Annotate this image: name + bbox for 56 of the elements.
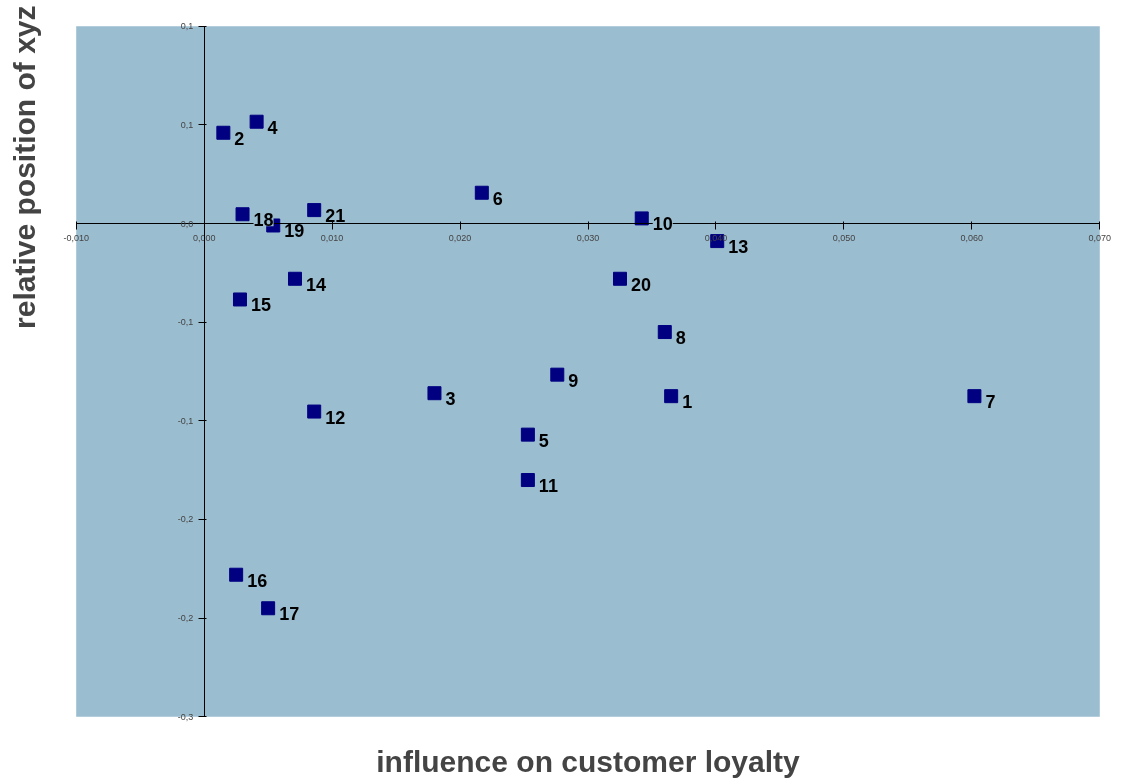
annotation: 19 bbox=[284, 221, 305, 242]
annotation: 21 bbox=[325, 206, 346, 227]
y-tick-label: -0,2 bbox=[177, 514, 194, 525]
point bbox=[520, 473, 535, 488]
annotation: 15 bbox=[250, 295, 272, 316]
annotation: 7 bbox=[985, 392, 996, 413]
x-tick-label: -0,010 bbox=[63, 232, 89, 243]
point bbox=[216, 125, 231, 140]
annotation: 3 bbox=[445, 389, 456, 410]
point bbox=[550, 367, 565, 382]
point bbox=[261, 601, 276, 616]
point bbox=[520, 427, 535, 442]
x-tick-label: 0,070 bbox=[1088, 232, 1112, 243]
y-tick-label: 0,1 bbox=[180, 21, 194, 32]
point bbox=[634, 211, 649, 226]
annotation: 20 bbox=[630, 274, 652, 295]
annotation: 9 bbox=[568, 370, 579, 391]
y-tick-label: 0,1 bbox=[180, 119, 194, 130]
x-tick-label: 0,010 bbox=[320, 232, 344, 243]
annotation: 10 bbox=[652, 214, 673, 235]
point bbox=[235, 207, 250, 222]
annotation: 5 bbox=[538, 430, 549, 451]
point bbox=[474, 185, 489, 200]
point bbox=[612, 271, 627, 286]
annotation: 14 bbox=[306, 274, 327, 295]
annotation: 13 bbox=[728, 237, 749, 258]
annotation: 18 bbox=[253, 210, 274, 231]
y-axis-title: relative position of xyz bbox=[7, 5, 41, 329]
y-tick-label: -0,2 bbox=[177, 613, 194, 624]
annotation: 6 bbox=[492, 188, 503, 209]
point bbox=[307, 404, 322, 419]
annotation: 17 bbox=[279, 604, 300, 625]
point bbox=[657, 325, 672, 340]
point bbox=[427, 386, 442, 401]
annotation: 1 bbox=[682, 392, 693, 413]
x-tick-label: 0,050 bbox=[832, 232, 856, 243]
point bbox=[664, 389, 679, 404]
x-axis-title: influence on customer loyalty bbox=[376, 744, 801, 778]
point bbox=[307, 203, 322, 218]
x-tick-label: 0,020 bbox=[448, 232, 472, 243]
x-tick-label: 0,030 bbox=[576, 232, 600, 243]
point bbox=[232, 292, 247, 307]
point bbox=[288, 271, 302, 286]
point bbox=[967, 389, 982, 404]
x-tick-label: 0,060 bbox=[960, 232, 984, 243]
y-tick-label: -0,1 bbox=[177, 317, 194, 328]
annotation: 12 bbox=[325, 407, 346, 428]
point bbox=[249, 114, 264, 129]
y-tick-label: -0,3 bbox=[177, 711, 194, 722]
point bbox=[229, 567, 244, 582]
annotation: 11 bbox=[538, 476, 558, 497]
annotation: 4 bbox=[267, 117, 278, 138]
annotation: 2 bbox=[234, 128, 245, 149]
y-tick-label: -0,1 bbox=[177, 415, 194, 426]
annotation: 8 bbox=[675, 328, 686, 349]
annotation: 16 bbox=[247, 570, 268, 591]
